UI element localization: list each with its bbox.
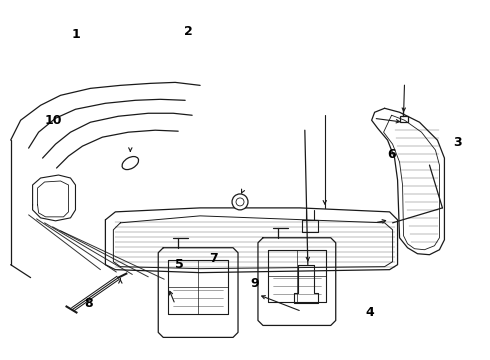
Text: 6: 6 bbox=[387, 148, 396, 161]
Text: 3: 3 bbox=[453, 136, 462, 149]
Text: 5: 5 bbox=[174, 258, 183, 271]
Text: 8: 8 bbox=[84, 297, 93, 310]
Circle shape bbox=[236, 198, 244, 206]
FancyBboxPatch shape bbox=[399, 116, 408, 122]
Text: 1: 1 bbox=[72, 28, 81, 41]
Circle shape bbox=[232, 194, 248, 210]
Text: 9: 9 bbox=[250, 278, 259, 291]
Text: 2: 2 bbox=[184, 25, 193, 38]
Text: 10: 10 bbox=[45, 114, 62, 127]
Text: 4: 4 bbox=[365, 306, 374, 319]
Ellipse shape bbox=[122, 157, 139, 170]
Text: 7: 7 bbox=[209, 252, 218, 265]
